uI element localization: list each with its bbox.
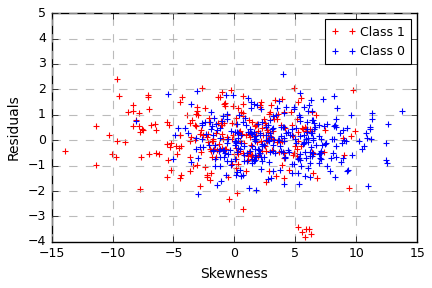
Class 1 — [114, 77, 120, 81]
Class 1 — [215, 148, 220, 151]
Class 1 — [255, 154, 260, 158]
Class 0 — [317, 156, 322, 160]
Class 0 — [267, 140, 272, 143]
Y-axis label: Residuals: Residuals — [6, 95, 21, 160]
Legend: Class 1, Class 0: Class 1, Class 0 — [325, 19, 411, 64]
Class 0 — [282, 126, 287, 129]
Class 0 — [278, 145, 283, 148]
Class 1 — [249, 154, 254, 157]
Class 1 — [264, 139, 270, 143]
Class 1 — [221, 137, 226, 141]
Class 0 — [280, 72, 285, 75]
Class 1 — [194, 163, 200, 166]
Class 0 — [333, 125, 338, 129]
Line: Class 1: Class 1 — [62, 76, 358, 240]
Class 0 — [246, 186, 251, 190]
X-axis label: Skewness: Skewness — [200, 267, 268, 281]
Class 0 — [195, 192, 200, 195]
Class 1 — [231, 134, 236, 137]
Line: Class 0: Class 0 — [133, 71, 405, 196]
Class 0 — [303, 137, 308, 140]
Class 0 — [251, 130, 256, 134]
Class 1 — [302, 235, 308, 238]
Class 1 — [304, 228, 309, 231]
